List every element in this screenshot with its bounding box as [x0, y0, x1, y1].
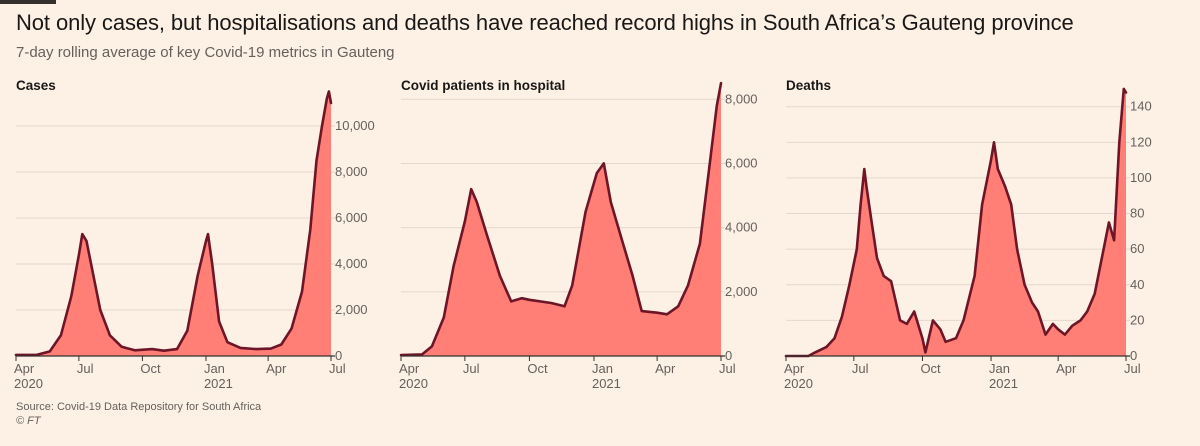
copyright-note: © FT — [16, 415, 41, 427]
x-tick-year-label: 2020 — [399, 376, 428, 391]
x-tick-year-label: 2021 — [592, 376, 621, 391]
y-tick-label: 0 — [725, 348, 732, 363]
x-tick-label: Oct — [140, 361, 161, 376]
x-tick-label: Apr — [266, 361, 287, 376]
ft-top-rule — [0, 0, 56, 4]
y-tick-label: 6,000 — [725, 155, 758, 170]
panel-title: Deaths — [786, 78, 831, 93]
y-tick-label: 60 — [1130, 241, 1144, 256]
x-tick-label: Jul — [77, 361, 94, 376]
y-tick-label: 100 — [1130, 170, 1152, 185]
y-tick-label: 8,000 — [335, 164, 368, 179]
x-tick-label: Apr — [655, 361, 676, 376]
x-tick-label: Jan — [592, 361, 613, 376]
chart-subtitle: 7-day rolling average of key Covid-19 me… — [16, 44, 395, 61]
x-tick-label: Jul — [1124, 361, 1141, 376]
y-tick-label: 10,000 — [335, 118, 375, 133]
y-tick-label: 8,000 — [725, 91, 758, 106]
y-tick-label: 2,000 — [725, 284, 758, 299]
y-tick-label: 140 — [1130, 99, 1152, 114]
y-tick-label: 0 — [1130, 348, 1137, 363]
y-tick-label: 6,000 — [335, 210, 368, 225]
x-tick-label: Apr — [14, 361, 35, 376]
x-tick-label: Apr — [1056, 361, 1077, 376]
x-tick-year-label: 2021 — [989, 376, 1018, 391]
y-tick-label: 40 — [1130, 277, 1144, 292]
series-line — [399, 81, 723, 357]
y-tick-label: 4,000 — [725, 220, 758, 235]
x-tick-label: Oct — [920, 361, 941, 376]
panel-title: Cases — [16, 78, 56, 93]
series-line — [784, 87, 1128, 358]
x-tick-year-label: 2021 — [204, 376, 233, 391]
x-tick-label: Jul — [852, 361, 869, 376]
x-tick-label: Jul — [719, 361, 736, 376]
x-tick-label: Jan — [989, 361, 1010, 376]
x-tick-label: Oct — [527, 361, 548, 376]
panel-title: Covid patients in hospital — [401, 78, 565, 93]
series-area — [401, 83, 721, 356]
series-line — [14, 90, 333, 357]
x-tick-year-label: 2020 — [14, 376, 43, 391]
x-tick-label: Apr — [399, 361, 420, 376]
x-tick-label: Jan — [204, 361, 225, 376]
source-note: Source: Covid-19 Data Repository for Sou… — [16, 401, 262, 413]
y-tick-label: 80 — [1130, 206, 1144, 221]
series-area — [786, 88, 1126, 357]
y-tick-label: 4,000 — [335, 256, 368, 271]
chart-title: Not only cases, but hospitalisations and… — [16, 10, 1074, 35]
x-tick-year-label: 2020 — [784, 376, 813, 391]
x-tick-label: Jul — [329, 361, 346, 376]
x-tick-label: Apr — [784, 361, 805, 376]
series-area — [16, 91, 331, 356]
y-tick-label: 2,000 — [335, 302, 368, 317]
y-tick-label: 120 — [1130, 134, 1152, 149]
y-tick-label: 20 — [1130, 312, 1144, 327]
y-tick-label: 0 — [335, 348, 342, 363]
x-tick-label: Jul — [463, 361, 480, 376]
